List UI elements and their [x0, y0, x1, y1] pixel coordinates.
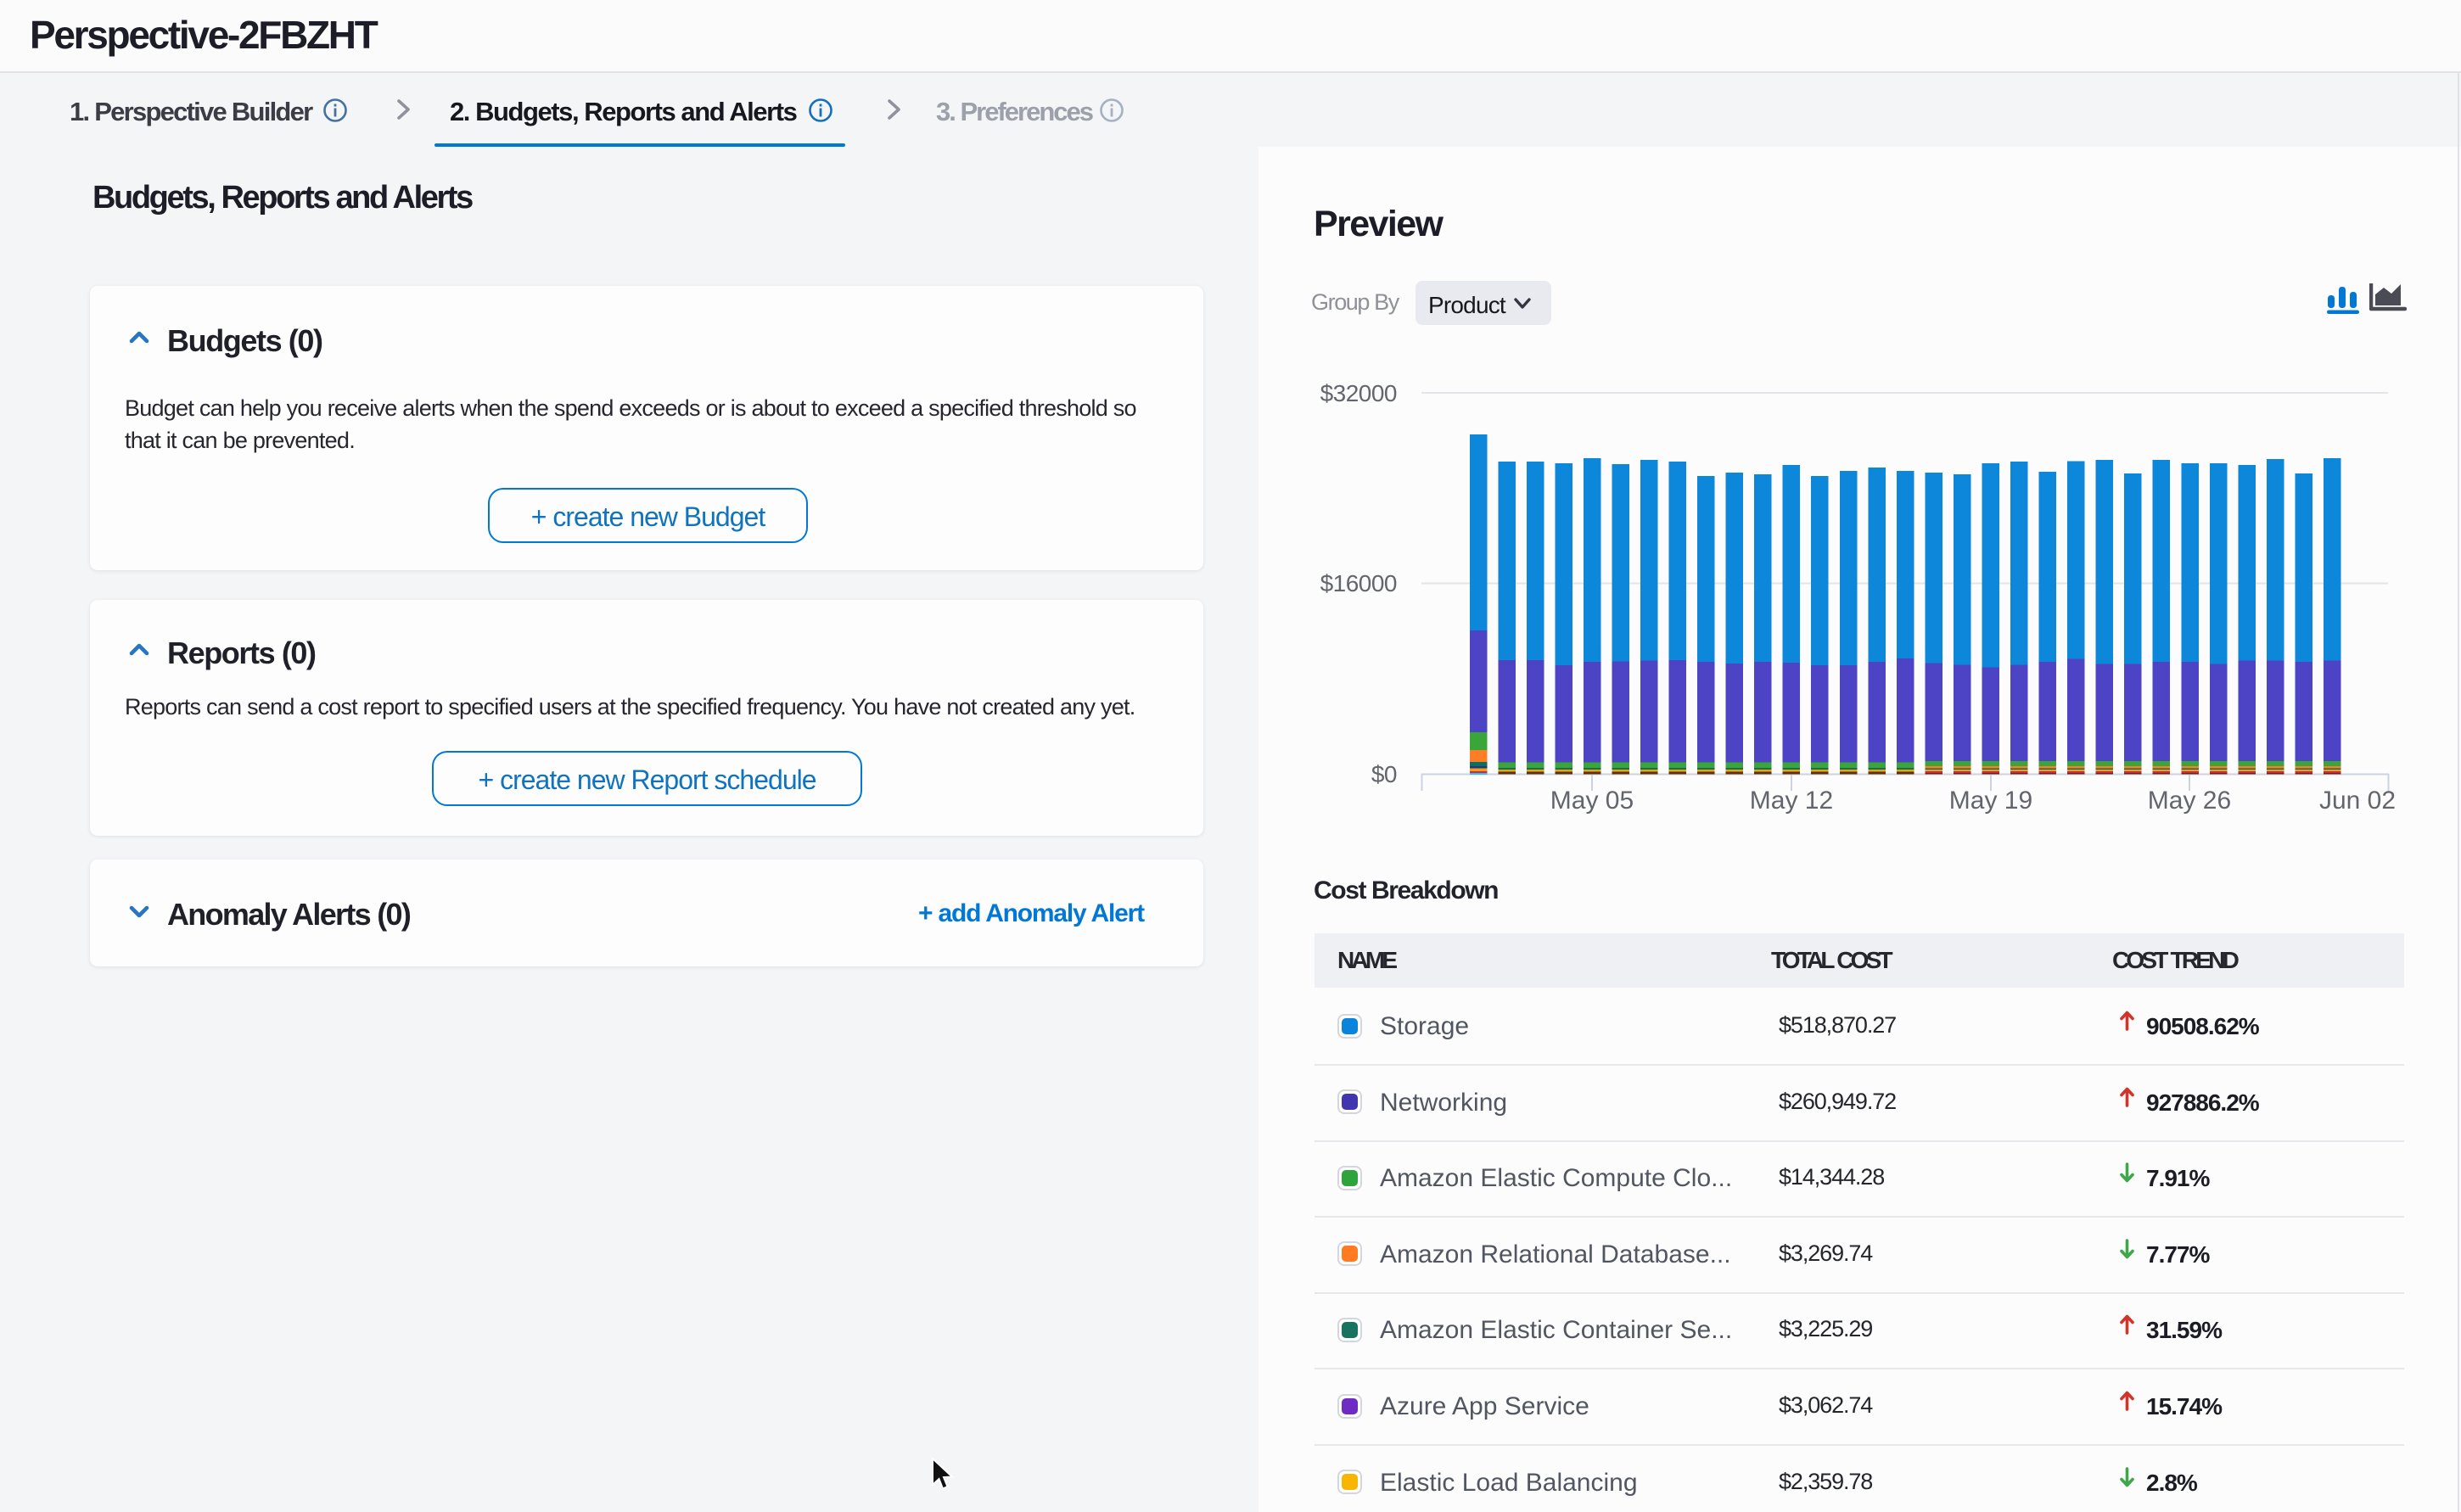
- svg-text:$16000: $16000: [1320, 570, 1397, 596]
- svg-text:$32000: $32000: [1320, 380, 1397, 406]
- svg-text:$0: $0: [1371, 761, 1397, 787]
- svg-text:May 05: May 05: [1550, 787, 1634, 815]
- svg-text:May 12: May 12: [1750, 787, 1833, 815]
- svg-text:Jun 02: Jun 02: [2319, 787, 2396, 815]
- svg-text:May 19: May 19: [1949, 787, 2032, 815]
- svg-text:May 26: May 26: [2148, 787, 2231, 815]
